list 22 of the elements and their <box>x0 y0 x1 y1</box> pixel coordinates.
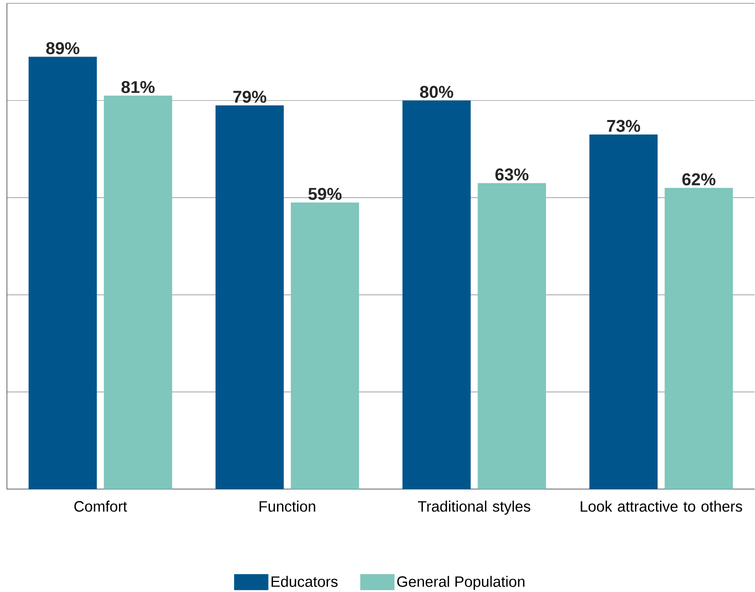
data-label: 79% <box>233 90 266 103</box>
data-label: 73% <box>607 120 640 132</box>
x-tick-label: Comfort <box>74 500 128 512</box>
bar <box>478 182 546 489</box>
bar <box>664 188 733 489</box>
legend-label: Educators <box>272 576 338 587</box>
bar <box>402 100 471 489</box>
x-tick-label: Traditional styles <box>418 500 530 515</box>
bar <box>589 134 658 489</box>
bar <box>28 56 97 489</box>
data-label: 63% <box>495 168 528 180</box>
data-label: 62% <box>682 173 716 186</box>
x-tick-label: Function <box>260 500 316 512</box>
bar <box>104 95 172 489</box>
x-tick-label: Look attractive to others <box>580 500 742 512</box>
bar <box>216 105 284 489</box>
data-label: 81% <box>121 80 155 93</box>
data-label: 59% <box>308 188 342 200</box>
legend-label: General Population <box>397 576 524 590</box>
bar <box>290 202 360 489</box>
data-label: 80% <box>420 86 454 98</box>
data-label: 89% <box>46 42 80 54</box>
